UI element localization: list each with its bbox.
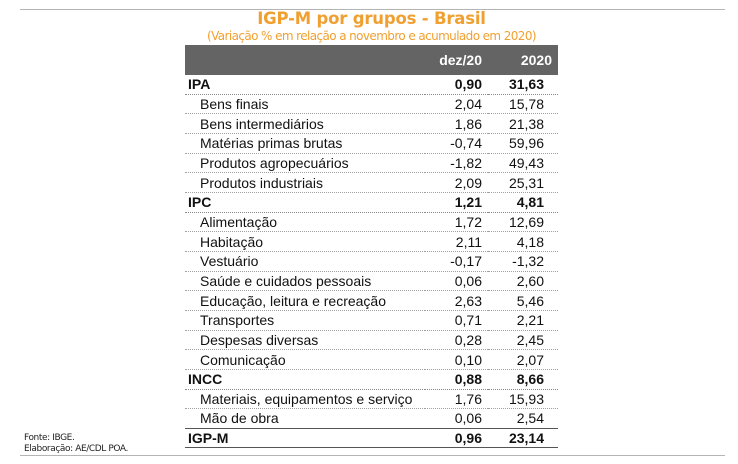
table-row: Matérias primas brutas -0,74 59,96 xyxy=(185,133,558,154)
row-label: Despesas diversas xyxy=(185,330,425,351)
row-dez-value: 1,76 xyxy=(425,389,488,410)
table-title: IGP-M por grupos - Brasil xyxy=(257,9,486,28)
row-year-value: 15,78 xyxy=(488,94,558,115)
table-row: Produtos industriais 2,09 25,31 xyxy=(185,172,558,193)
table-row: Comunicação 0,10 2,07 xyxy=(185,349,558,370)
row-dez-value: 0,88 xyxy=(425,369,488,390)
row-year-value: 8,66 xyxy=(488,369,558,390)
row-year-value: 2,54 xyxy=(488,408,558,429)
table-row: Vestuário -0,17 -1,32 xyxy=(185,251,558,272)
row-dez-value: 1,21 xyxy=(425,192,488,213)
table-row: Bens intermediários 1,86 21,38 xyxy=(185,113,558,134)
row-dez-value: -0,17 xyxy=(425,251,488,272)
row-dez-value: 1,86 xyxy=(425,113,488,134)
row-dez-value: 0,90 xyxy=(425,75,488,95)
table-subtitle: (Variação % em relação a novembro e acum… xyxy=(207,29,537,43)
row-year-value: 15,93 xyxy=(488,389,558,410)
row-label: IPA xyxy=(185,75,425,95)
table-row: Transportes 0,71 2,21 xyxy=(185,310,558,331)
row-label: Vestuário xyxy=(185,251,425,272)
row-label: Produtos agropecuários xyxy=(185,153,425,174)
table-row: Despesas diversas 0,28 2,45 xyxy=(185,330,558,351)
row-dez-value: -1,82 xyxy=(425,153,488,174)
row-label: Bens finais xyxy=(185,94,425,115)
row-label: Mão de obra xyxy=(185,408,425,429)
table-row: Mão de obra 0,06 2,54 xyxy=(185,408,558,429)
row-dez-value: 0,10 xyxy=(425,349,488,370)
row-label: IGP-M xyxy=(185,427,425,449)
row-label: Alimentação xyxy=(185,212,425,233)
table-row: Saúde e cuidados pessoais 0,06 2,60 xyxy=(185,271,558,292)
table-row: Bens finais 2,04 15,78 xyxy=(185,94,558,115)
row-label: Educação, leitura e recreação xyxy=(185,290,425,311)
row-label: IPC xyxy=(185,192,425,213)
row-dez-value: 0,28 xyxy=(425,330,488,351)
row-label: Produtos industriais xyxy=(185,172,425,193)
row-dez-value: 2,04 xyxy=(425,94,488,115)
group-row: IPA 0,90 31,63 xyxy=(185,75,558,95)
elaboration-note: Elaboração: AE/CDL POA. xyxy=(24,444,128,454)
table-row: Materiais, equipamentos e serviço 1,76 15,… xyxy=(185,389,558,410)
header-dez: dez/20 xyxy=(425,45,488,75)
row-dez-value: 2,11 xyxy=(425,231,488,252)
header-year: 2020 xyxy=(488,45,558,75)
row-dez-value: 0,06 xyxy=(425,271,488,292)
total-row: IGP-M 0,96 23,14 xyxy=(185,427,558,449)
group-row: IPC 1,21 4,81 xyxy=(185,192,558,213)
igpm-table: dez/20 2020 IPA 0,90 31,63 Bens finais 2,04 1… xyxy=(185,45,558,449)
row-year-value: 4,81 xyxy=(488,192,558,213)
header-label xyxy=(185,45,425,75)
row-label: Matérias primas brutas xyxy=(185,133,425,154)
row-label: Habitação xyxy=(185,231,425,252)
row-year-value: 25,31 xyxy=(488,172,558,193)
row-year-value: 12,69 xyxy=(488,212,558,233)
row-dez-value: -0,74 xyxy=(425,133,488,154)
row-label: Transportes xyxy=(185,310,425,331)
row-year-value: 2,60 xyxy=(488,271,558,292)
table-row: Alimentação 1,72 12,69 xyxy=(185,212,558,233)
group-row: INCC 0,88 8,66 xyxy=(185,369,558,390)
row-label: Materiais, equipamentos e serviço xyxy=(185,389,425,410)
row-dez-value: 0,06 xyxy=(425,408,488,429)
row-label: INCC xyxy=(185,369,425,390)
row-dez-value: 0,96 xyxy=(425,427,488,449)
row-year-value: 4,18 xyxy=(488,231,558,252)
row-dez-value: 2,63 xyxy=(425,290,488,311)
row-year-value: 2,07 xyxy=(488,349,558,370)
row-year-value: 49,43 xyxy=(488,153,558,174)
row-year-value: 5,46 xyxy=(488,290,558,311)
row-dez-value: 1,72 xyxy=(425,212,488,233)
row-label: Saúde e cuidados pessoais xyxy=(185,271,425,292)
header-row: dez/20 2020 xyxy=(185,45,558,75)
table-row: Habitação 2,11 4,18 xyxy=(185,231,558,252)
row-year-value: 23,14 xyxy=(488,427,558,449)
row-year-value: -1,32 xyxy=(488,251,558,272)
row-label: Comunicação xyxy=(185,349,425,370)
table-row: Educação, leitura e recreação 2,63 5,46 xyxy=(185,290,558,311)
row-label: Bens intermediários xyxy=(185,113,425,134)
row-year-value: 59,96 xyxy=(488,133,558,154)
row-year-value: 21,38 xyxy=(488,113,558,134)
row-year-value: 31,63 xyxy=(488,75,558,95)
row-dez-value: 2,09 xyxy=(425,172,488,193)
row-year-value: 2,45 xyxy=(488,330,558,351)
top-rule xyxy=(20,9,725,10)
row-year-value: 2,21 xyxy=(488,310,558,331)
table-row: Produtos agropecuários -1,82 49,43 xyxy=(185,153,558,174)
bottom-rule xyxy=(20,455,725,456)
row-dez-value: 0,71 xyxy=(425,310,488,331)
source-note: Fonte: IBGE. xyxy=(24,433,75,443)
